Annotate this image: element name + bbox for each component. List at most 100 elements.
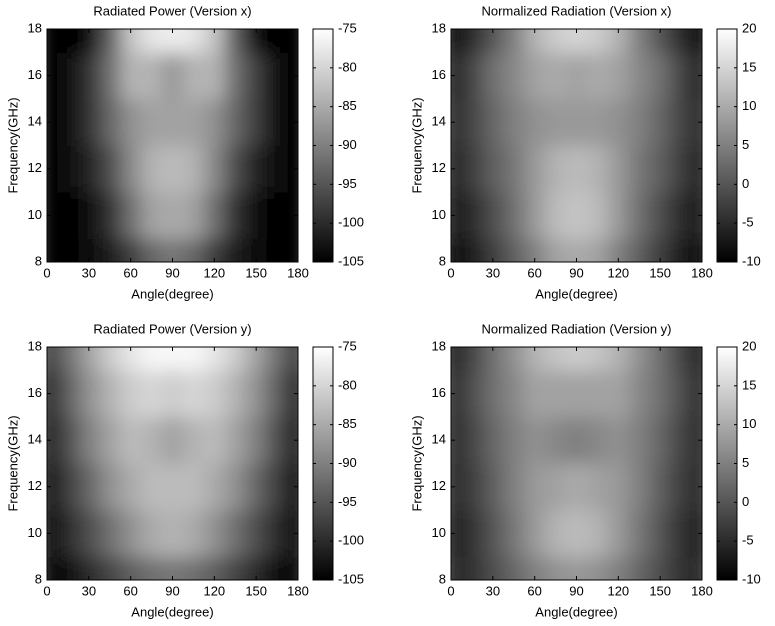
x-tick-label: 0 (43, 265, 50, 280)
heat-cell (245, 416, 268, 464)
heat-cell (649, 510, 672, 558)
y-tick-label: 16 (28, 385, 42, 400)
heat-cell (691, 463, 702, 511)
colorbar-tick-label: -100 (338, 215, 364, 230)
heat-cell (47, 416, 58, 464)
heat-cell (120, 463, 142, 511)
plot-area (47, 29, 298, 262)
heat-cell (162, 510, 184, 558)
heat-cell (524, 510, 546, 558)
heat-cell (57, 510, 79, 558)
heat-cell (224, 145, 247, 193)
heat-cell (461, 556, 483, 580)
x-tick-label: 0 (447, 265, 454, 280)
heat-cell (628, 347, 651, 371)
colorbar-tick-label: 20 (742, 20, 756, 35)
x-tick-label: 0 (43, 583, 50, 598)
x-tick-label: 90 (569, 265, 583, 280)
heat-cell (182, 98, 205, 146)
heat-cell (287, 347, 298, 371)
heat-cell (545, 52, 567, 100)
heat-cell (451, 238, 462, 262)
chart-title: Normalized Radiation (Version y) (481, 321, 671, 336)
heat-cell (245, 145, 268, 193)
heat-cell (628, 416, 651, 464)
heat-cell (670, 416, 693, 464)
heat-cell (451, 52, 462, 100)
heat-cell (182, 556, 205, 580)
heat-cell (266, 416, 289, 464)
heat-cell (245, 29, 268, 53)
heat-cell (628, 98, 651, 146)
heat-cell (162, 98, 184, 146)
heat-cell (649, 192, 672, 240)
heat-cell (78, 238, 100, 262)
heat-cell (57, 463, 79, 511)
heat-cell (47, 192, 58, 240)
colorbar-tick-label: 0 (742, 494, 749, 509)
heat-cell (607, 416, 630, 464)
heat-cell (461, 416, 483, 464)
y-tick-label: 12 (28, 478, 42, 493)
heat-cell (266, 29, 289, 53)
heat-cell (482, 416, 504, 464)
x-tick-label: 30 (82, 265, 96, 280)
heat-cell (628, 463, 651, 511)
heat-cell (451, 416, 462, 464)
y-tick-label: 12 (28, 160, 42, 175)
x-tick-label: 180 (287, 265, 309, 280)
heat-cell (224, 556, 247, 580)
x-tick-label: 150 (649, 265, 671, 280)
heat-cell (691, 52, 702, 100)
heat-cell (266, 510, 289, 558)
heat-cell (607, 29, 630, 53)
heat-cell (245, 347, 268, 371)
y-tick-label: 16 (432, 385, 446, 400)
heat-cell (57, 29, 79, 53)
heat-cell (586, 29, 609, 53)
heat-cell (162, 370, 184, 418)
colorbar-tick-label: -75 (338, 20, 357, 35)
heat-cell (566, 463, 588, 511)
colorbar-tick-label: 5 (742, 455, 749, 470)
heat-cell (78, 29, 100, 53)
heat-cell (203, 29, 226, 53)
heat-cell (482, 463, 504, 511)
heat-cell (691, 510, 702, 558)
x-tick-label: 30 (486, 583, 500, 598)
heat-cell (649, 98, 672, 146)
heat-cell (57, 145, 79, 193)
chart-title: Radiated Power (Version y) (93, 321, 251, 336)
heat-cell (141, 145, 163, 193)
colorbar-tick-label: -80 (338, 377, 357, 392)
heat-cell (451, 29, 462, 53)
y-tick-label: 12 (432, 478, 446, 493)
colorbar-tick-label: -10 (742, 571, 761, 586)
heatmap (47, 29, 298, 262)
heat-cell (482, 556, 504, 580)
heat-cell (287, 463, 298, 511)
heat-cell (566, 98, 588, 146)
heat-cell (78, 370, 100, 418)
heat-cell (162, 416, 184, 464)
heat-cell (57, 370, 79, 418)
heat-cell (182, 52, 205, 100)
heat-cell (628, 52, 651, 100)
x-tick-label: 180 (287, 583, 309, 598)
heat-cell (287, 52, 298, 100)
heat-cell (482, 192, 504, 240)
heat-cell (628, 29, 651, 53)
heat-cell (287, 98, 298, 146)
heat-cell (245, 192, 268, 240)
heat-cell (224, 98, 247, 146)
heat-cell (482, 145, 504, 193)
heat-cell (691, 192, 702, 240)
heat-cell (451, 556, 462, 580)
heat-cell (203, 556, 226, 580)
y-axis-label: Frequency(GHz) (5, 415, 20, 511)
colorbar-tick-label: -105 (338, 253, 364, 268)
heat-cell (141, 416, 163, 464)
